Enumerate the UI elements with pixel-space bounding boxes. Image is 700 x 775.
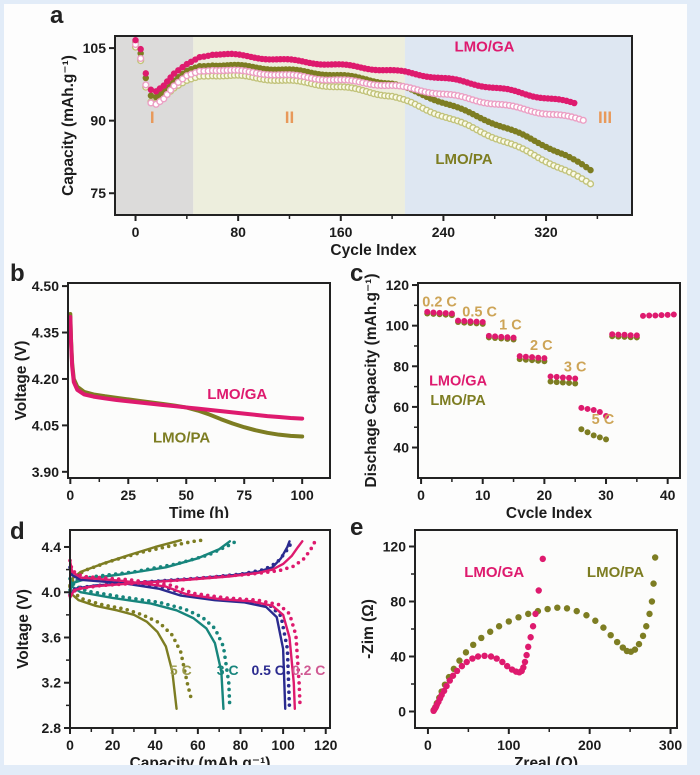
svg-text:I: I bbox=[150, 108, 155, 127]
svg-text:Voltage (V): Voltage (V) bbox=[15, 589, 32, 669]
svg-text:100: 100 bbox=[497, 737, 521, 753]
svg-text:10: 10 bbox=[475, 487, 491, 503]
svg-text:0: 0 bbox=[424, 737, 432, 753]
svg-text:100: 100 bbox=[271, 737, 295, 753]
svg-text:LMO/GA: LMO/GA bbox=[207, 386, 267, 403]
svg-text:0.2 C: 0.2 C bbox=[422, 294, 457, 310]
svg-text:25: 25 bbox=[120, 487, 136, 503]
svg-text:100: 100 bbox=[290, 487, 314, 503]
svg-text:75: 75 bbox=[90, 185, 106, 201]
svg-text:0: 0 bbox=[66, 487, 74, 503]
panel-b: 0 25 50 75 100 3.90 4.05 4.20 4.35 4.50 Time (h) Vo… bbox=[0, 258, 350, 518]
panel-letter-b: b bbox=[10, 260, 25, 287]
svg-text:Voltage (V): Voltage (V) bbox=[13, 341, 30, 421]
svg-text:0: 0 bbox=[132, 224, 140, 240]
svg-text:300: 300 bbox=[659, 737, 683, 753]
svg-text:Cycle Index: Cycle Index bbox=[330, 242, 417, 258]
svg-text:0.5 C: 0.5 C bbox=[462, 305, 497, 321]
svg-text:5 C: 5 C bbox=[170, 662, 192, 678]
svg-text:40: 40 bbox=[393, 440, 409, 456]
svg-text:40: 40 bbox=[147, 737, 163, 753]
svg-text:120: 120 bbox=[386, 277, 410, 293]
panel-e: 0 100 200 300 0 40 80 120 Zreal (Ω) -Zim (Ω) LMO/G… bbox=[350, 518, 700, 775]
panel-d: 0 20 40 60 80 100 120 2.8 3.2 3.6 4.0 4.4 Capacity (… bbox=[0, 518, 350, 775]
svg-text:0: 0 bbox=[417, 487, 425, 503]
svg-text:Cycle Index: Cycle Index bbox=[506, 505, 593, 518]
svg-text:120: 120 bbox=[314, 737, 338, 753]
svg-text:2.8: 2.8 bbox=[42, 720, 62, 736]
svg-text:4.4: 4.4 bbox=[42, 539, 62, 555]
svg-text:4.05: 4.05 bbox=[32, 417, 59, 433]
svg-text:-Zim (Ω): -Zim (Ω) bbox=[360, 599, 377, 659]
svg-text:0: 0 bbox=[66, 737, 74, 753]
panel-letter-c: c bbox=[350, 260, 364, 287]
chart-capacity-vs-cycle: 0 80 160 240 320 75 90 105 Cycle Index Capacity (… bbox=[60, 35, 633, 258]
svg-text:LMO/PA: LMO/PA bbox=[430, 393, 486, 409]
svg-text:Zreal (Ω): Zreal (Ω) bbox=[514, 755, 578, 772]
svg-text:4.50: 4.50 bbox=[32, 278, 59, 294]
panel-letter-d: d bbox=[10, 518, 25, 545]
svg-text:120: 120 bbox=[383, 539, 407, 555]
svg-text:320: 320 bbox=[534, 224, 558, 240]
svg-text:75: 75 bbox=[236, 487, 252, 503]
svg-text:20: 20 bbox=[105, 737, 121, 753]
svg-text:Capacity (mAh.g⁻¹): Capacity (mAh.g⁻¹) bbox=[60, 55, 77, 196]
svg-text:0: 0 bbox=[398, 704, 406, 720]
svg-text:80: 80 bbox=[230, 224, 246, 240]
svg-text:100: 100 bbox=[386, 318, 410, 334]
svg-text:3.6: 3.6 bbox=[42, 629, 62, 645]
svg-text:0.5 C: 0.5 C bbox=[251, 662, 284, 678]
svg-text:3.90: 3.90 bbox=[32, 464, 59, 480]
svg-text:LMO/GA: LMO/GA bbox=[454, 38, 514, 55]
svg-text:40: 40 bbox=[660, 487, 676, 503]
svg-text:LMO/PA: LMO/PA bbox=[435, 151, 492, 168]
svg-text:LMO/GA: LMO/GA bbox=[429, 374, 488, 390]
svg-text:60: 60 bbox=[190, 737, 206, 753]
svg-text:3 C: 3 C bbox=[564, 359, 587, 375]
svg-text:20: 20 bbox=[537, 487, 553, 503]
svg-text:LMO/PA: LMO/PA bbox=[153, 429, 210, 446]
panel-c: 0 10 20 30 40 40 60 80 100 120 Cycle Index Dischage… bbox=[350, 258, 700, 518]
chart-rate-capability: 0 10 20 30 40 40 60 80 100 120 Cycle Index Dischage… bbox=[363, 273, 681, 518]
chart-voltage-profiles: 0 20 40 60 80 100 120 2.8 3.2 3.6 4.0 4.4 Capacity (… bbox=[15, 529, 338, 772]
svg-text:Capacity (mAh.g⁻¹): Capacity (mAh.g⁻¹) bbox=[130, 755, 271, 772]
svg-text:4.20: 4.20 bbox=[32, 371, 59, 387]
svg-text:Time (h): Time (h) bbox=[169, 505, 229, 518]
svg-text:80: 80 bbox=[393, 358, 409, 374]
svg-text:III: III bbox=[598, 108, 612, 127]
svg-text:160: 160 bbox=[329, 224, 353, 240]
chart-voltage-vs-time: 0 25 50 75 100 3.90 4.05 4.20 4.35 4.50 Time (h) Vo… bbox=[13, 278, 331, 518]
panel-letter-e: e bbox=[350, 514, 364, 541]
svg-text:II: II bbox=[285, 108, 294, 127]
chart-nyquist-eis: 0 100 200 300 0 40 80 120 Zreal (Ω) -Zim (Ω) LMO/G… bbox=[360, 529, 683, 772]
panel-a: 0 80 160 240 320 75 90 105 Cycle Index Capacity (… bbox=[0, 0, 700, 258]
svg-text:LMO/PA: LMO/PA bbox=[587, 564, 644, 581]
svg-text:60: 60 bbox=[393, 399, 409, 415]
svg-text:4.0: 4.0 bbox=[42, 584, 62, 600]
svg-text:1 C: 1 C bbox=[499, 318, 522, 334]
svg-text:Dischage Capacity (mAh.g⁻¹): Dischage Capacity (mAh.g⁻¹) bbox=[363, 273, 380, 487]
svg-text:30: 30 bbox=[598, 487, 614, 503]
svg-text:0.2 C: 0.2 C bbox=[292, 662, 325, 678]
svg-text:2 C: 2 C bbox=[530, 338, 553, 354]
svg-text:5 C: 5 C bbox=[592, 412, 615, 428]
svg-text:4.35: 4.35 bbox=[32, 325, 59, 341]
svg-text:200: 200 bbox=[578, 737, 602, 753]
svg-text:105: 105 bbox=[83, 40, 107, 56]
panel-letter-a: a bbox=[50, 2, 64, 29]
svg-text:3.2: 3.2 bbox=[42, 675, 62, 691]
svg-text:240: 240 bbox=[432, 224, 456, 240]
svg-text:40: 40 bbox=[390, 649, 406, 665]
svg-text:3 C: 3 C bbox=[217, 662, 239, 678]
svg-text:90: 90 bbox=[90, 113, 106, 129]
svg-text:80: 80 bbox=[390, 594, 406, 610]
svg-text:LMO/GA: LMO/GA bbox=[464, 564, 524, 581]
svg-text:80: 80 bbox=[233, 737, 249, 753]
svg-text:50: 50 bbox=[178, 487, 194, 503]
